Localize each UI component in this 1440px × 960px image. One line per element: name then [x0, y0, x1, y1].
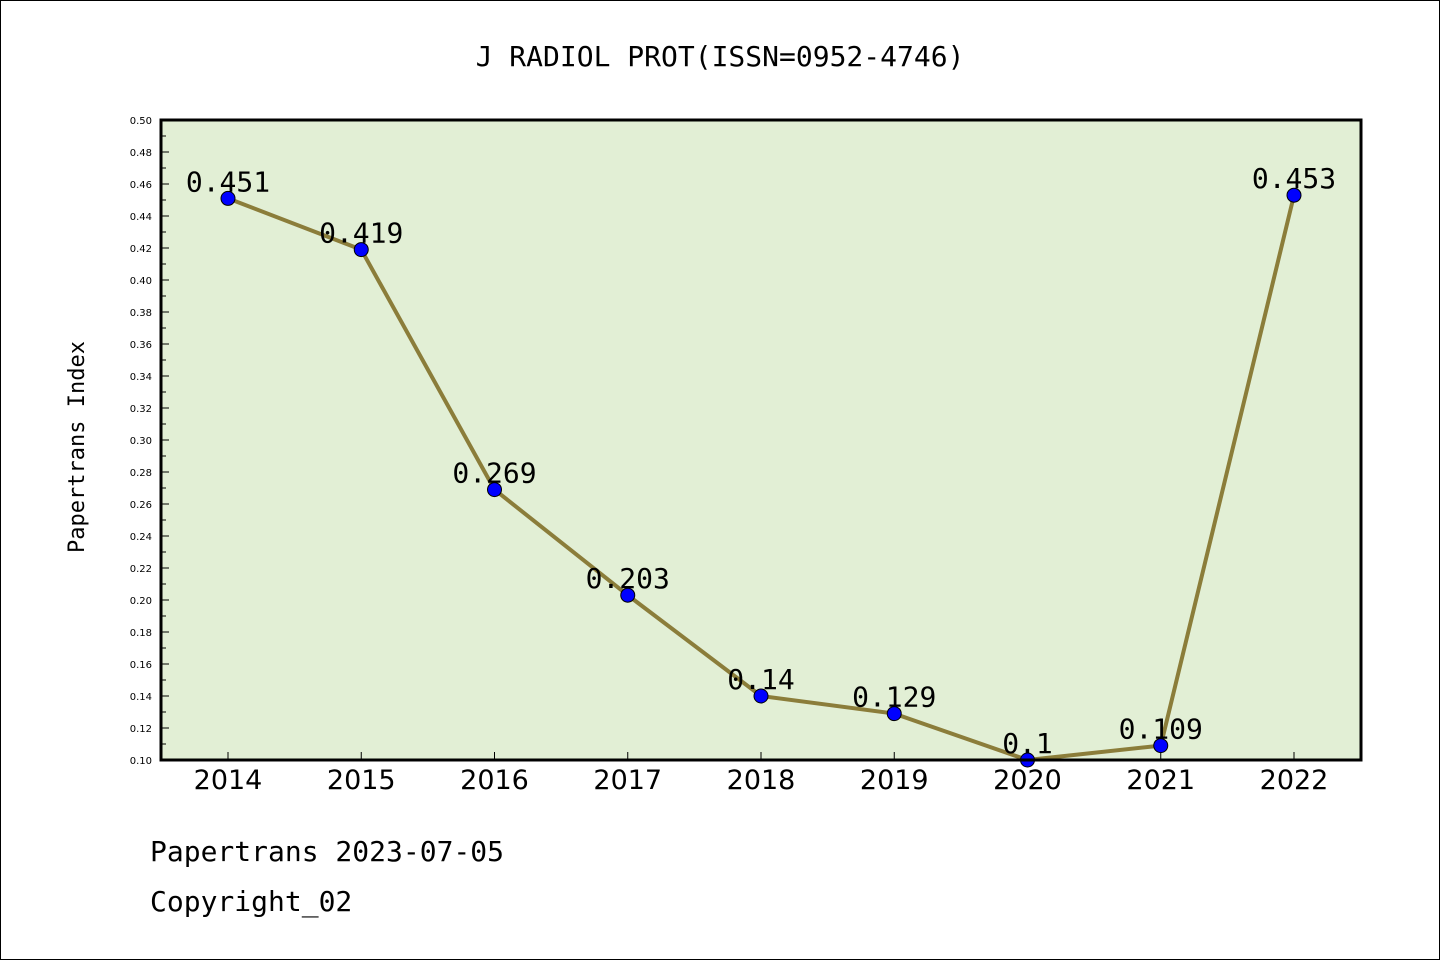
data-labels: 0.451 0.419 0.269 0.203 0.14 0.129 0.1 0.109 0.4… [186, 162, 1336, 760]
y-tick-label: 0.26 [130, 500, 152, 511]
y-tick-label: 0.28 [130, 468, 152, 479]
y-tick-label: 0.36 [130, 340, 152, 351]
y-tick-label: 0.46 [130, 180, 152, 191]
data-point-2015 [353, 242, 369, 258]
x-axis: 2014 2015 2016 2017 2018 2019 2020 2021 2022 [194, 752, 1329, 796]
chart-title: J RADIOL PROT(ISSN=0952-4746) [476, 40, 965, 73]
y-tick-label: 0.16 [130, 660, 152, 671]
x-tick-label: 2014 [194, 765, 263, 796]
data-point-2017 [620, 587, 636, 603]
y-tick-label: 0.30 [130, 436, 152, 447]
data-label-2014: 0.451 [186, 165, 270, 198]
y-tick-label: 0.18 [130, 628, 152, 639]
data-point-2019 [886, 706, 902, 722]
x-tick-label: 2015 [327, 765, 396, 796]
y-tick-label: 0.40 [130, 276, 152, 287]
footer-copyright: Copyright_02 [150, 885, 353, 918]
data-label-2016: 0.269 [452, 457, 536, 490]
x-tick-label: 2016 [460, 765, 529, 796]
y-tick-label: 0.10 [130, 756, 152, 767]
data-point-2018 [753, 688, 769, 704]
x-tick-label: 2020 [993, 765, 1062, 796]
data-label-2022: 0.453 [1252, 162, 1336, 195]
footer-date-line: Papertrans 2023-07-05 [150, 835, 505, 868]
y-tick-label: 0.20 [130, 596, 152, 607]
y-axis-label: Papertrans Index [65, 341, 90, 553]
data-markers [220, 187, 1302, 768]
x-tick-label: 2021 [1126, 765, 1195, 796]
plot-area [161, 120, 1361, 760]
data-label-2021: 0.109 [1119, 713, 1203, 746]
data-label-2020: 0.1 [1002, 727, 1053, 760]
y-tick-label: 0.34 [130, 372, 152, 383]
y-tick-label: 0.22 [130, 564, 152, 575]
data-label-2018: 0.14 [727, 663, 794, 696]
y-tick-label: 0.38 [130, 308, 152, 319]
data-label-2017: 0.203 [586, 562, 670, 595]
x-tick-label: 2018 [727, 765, 796, 796]
y-tick-label: 0.32 [130, 404, 152, 415]
data-point-2016 [487, 482, 502, 498]
data-point-2014 [220, 190, 236, 206]
y-tick-label: 0.42 [130, 244, 152, 255]
plot-border [159, 118, 1363, 762]
y-tick-label: 0.48 [130, 148, 152, 159]
data-label-2015: 0.419 [319, 217, 403, 250]
y-tick-label: 0.44 [130, 212, 152, 223]
data-point-2022 [1286, 187, 1302, 203]
x-tick-label: 2019 [860, 765, 929, 796]
x-tick-label: 2022 [1260, 765, 1329, 796]
data-label-2019: 0.129 [852, 681, 936, 714]
data-point-2021 [1153, 738, 1169, 754]
x-tick-label: 2017 [593, 765, 662, 796]
y-tick-label: 0.12 [130, 724, 152, 735]
y-tick-label: 0.50 [130, 116, 152, 127]
y-tick-label: 0.24 [130, 532, 152, 543]
y-tick-label: 0.14 [130, 692, 152, 703]
